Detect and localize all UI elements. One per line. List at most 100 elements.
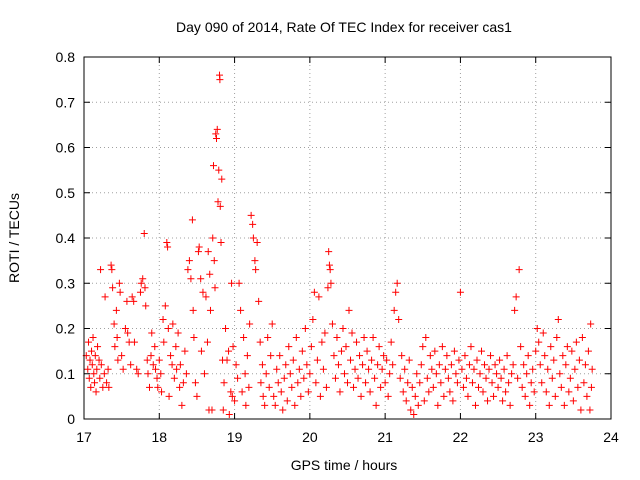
y-tick-label: 0 <box>67 411 75 427</box>
data-point <box>493 370 501 378</box>
data-point <box>470 365 478 373</box>
data-point <box>452 370 460 378</box>
data-point <box>497 374 505 382</box>
data-point <box>100 370 108 378</box>
data-point <box>580 379 588 387</box>
data-points <box>82 71 596 418</box>
data-point <box>137 279 145 287</box>
data-point <box>237 306 245 314</box>
data-point <box>173 365 181 373</box>
data-point <box>482 374 490 382</box>
data-point <box>246 320 254 328</box>
x-axis-label: GPS time / hours <box>291 457 398 473</box>
data-point <box>280 374 288 382</box>
data-point <box>271 401 279 409</box>
data-point <box>104 365 112 373</box>
data-point <box>556 370 564 378</box>
data-point <box>541 352 549 360</box>
data-point <box>212 130 220 138</box>
data-point <box>159 315 167 323</box>
data-point <box>586 406 594 414</box>
data-point <box>536 361 544 369</box>
data-point <box>158 388 166 396</box>
data-point <box>386 370 394 378</box>
data-point <box>390 306 398 314</box>
data-point <box>319 365 327 373</box>
data-point <box>339 325 347 332</box>
data-point <box>179 379 187 387</box>
data-point <box>223 356 231 364</box>
data-point <box>410 410 418 418</box>
data-point <box>378 365 386 373</box>
data-point <box>417 361 425 369</box>
data-point <box>318 338 326 346</box>
data-point <box>145 383 153 391</box>
data-point <box>199 288 207 296</box>
data-point <box>562 361 570 369</box>
data-point <box>276 352 284 360</box>
data-point <box>467 343 475 351</box>
data-point <box>524 352 532 360</box>
data-point <box>572 338 580 346</box>
data-point <box>559 352 567 360</box>
data-point <box>165 392 173 400</box>
data-point <box>465 361 473 369</box>
data-point <box>291 401 299 409</box>
data-point <box>190 334 198 342</box>
data-point <box>215 166 223 174</box>
data-point <box>247 211 255 219</box>
data-point <box>279 406 287 414</box>
data-point <box>86 356 94 364</box>
data-point <box>197 347 205 355</box>
data-point <box>574 383 582 391</box>
data-point <box>503 352 511 360</box>
data-point <box>485 365 493 373</box>
data-point <box>164 325 172 332</box>
data-point <box>413 370 421 378</box>
data-point <box>128 293 136 301</box>
data-point <box>588 365 596 373</box>
data-point <box>334 361 342 369</box>
data-point <box>405 356 413 364</box>
data-point <box>426 352 434 360</box>
data-point <box>85 338 93 346</box>
axis-ticks <box>83 56 612 420</box>
data-point <box>420 397 428 405</box>
data-point <box>227 388 235 396</box>
data-point <box>94 343 102 351</box>
data-point <box>515 266 523 274</box>
data-point <box>443 352 451 360</box>
data-point <box>362 379 370 387</box>
data-point <box>435 361 443 369</box>
data-point <box>238 388 246 396</box>
data-point <box>444 374 452 382</box>
data-point <box>124 329 132 337</box>
data-point <box>476 370 484 378</box>
data-point <box>374 361 382 369</box>
data-point <box>297 392 305 400</box>
data-point <box>286 370 294 378</box>
data-point <box>398 352 406 360</box>
data-point <box>458 365 466 373</box>
data-point <box>152 365 160 373</box>
data-point <box>235 279 243 287</box>
data-point <box>581 361 589 369</box>
data-point <box>163 239 171 247</box>
data-point <box>160 338 168 346</box>
data-point <box>295 365 303 373</box>
data-point <box>141 284 149 292</box>
data-point <box>554 315 562 323</box>
data-point <box>109 284 117 292</box>
data-point <box>93 365 101 373</box>
data-point <box>453 379 461 387</box>
data-point <box>324 284 332 292</box>
data-point <box>481 361 489 369</box>
data-point <box>107 261 115 269</box>
data-point <box>521 392 529 400</box>
data-point <box>252 266 260 274</box>
data-point <box>377 383 385 391</box>
data-point <box>169 320 177 328</box>
data-point <box>127 361 135 369</box>
data-point <box>565 388 573 396</box>
y-tick-label: 0.5 <box>56 185 76 201</box>
